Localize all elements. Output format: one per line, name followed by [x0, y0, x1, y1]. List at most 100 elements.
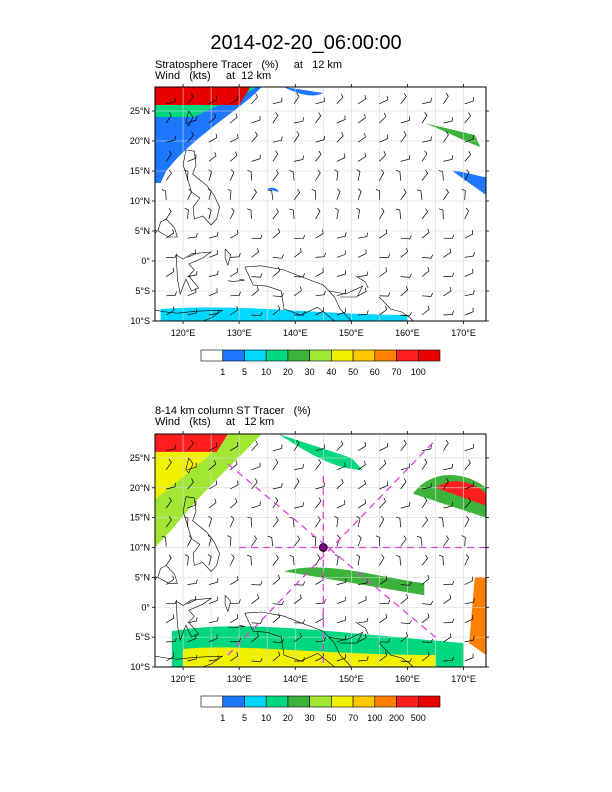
panel1-wind-barb [293, 92, 300, 104]
panel1-wind-barb [400, 273, 412, 278]
panel1-colorbar-label: 70 [392, 367, 402, 377]
cross-section-line [227, 439, 436, 656]
panel1-wind-barb [315, 229, 324, 239]
panel2-wind-barb [357, 479, 366, 490]
panel2-wind-barb [400, 535, 407, 547]
panel1-wind-barb [315, 290, 326, 297]
panel2-coastline [157, 565, 178, 584]
panel2-wind-barb [294, 464, 304, 471]
panel2-subtitle-1: 8-14 km column ST Tracer (%) [155, 405, 311, 417]
panel1-wind-barb [166, 229, 174, 239]
panel2-wind-barb [400, 501, 411, 509]
panel2-wind-barb [165, 458, 172, 470]
panel1-wind-barb [208, 169, 213, 181]
panel1-frame [154, 86, 487, 322]
panel2-wind-barb [443, 594, 452, 604]
panel1-wind-barb [379, 134, 389, 143]
figure-title: 2014-02-20_06:00:00 [210, 32, 402, 54]
panel2-wind-barb [336, 654, 346, 662]
panel1-colorbar-box [287, 349, 310, 362]
panel2-tracer-region [469, 577, 486, 656]
panel2-tracer-region [435, 481, 486, 506]
panel1-wind-barb [272, 136, 283, 143]
panel1-wind-barb [187, 270, 198, 277]
panel2-lat-label: 5°S [135, 632, 150, 642]
panel1-wind-barb [166, 253, 177, 258]
panel2-wind-barb [293, 594, 302, 604]
panel1-wind-barb [357, 133, 366, 143]
panel2-wind-barb [400, 478, 407, 490]
panel1-wind-barb [230, 291, 241, 297]
panel2-colorbar-box [417, 695, 441, 708]
panel2-wind-barb [443, 656, 454, 662]
panel2-wind-barb [315, 636, 326, 643]
panel1-coastline [185, 110, 194, 127]
panel1-wind-barb [421, 254, 434, 259]
panel1-coastline [227, 278, 245, 282]
panel2-wind-barb [165, 554, 172, 566]
panel1-wind-barb [187, 308, 198, 316]
panel2-wind-barb [187, 579, 198, 585]
panel1-wind-barb [184, 207, 189, 220]
panel1-coastline [379, 296, 414, 321]
panel2-colorbar-label: 100 [367, 713, 382, 723]
panel2-wind-barb [272, 600, 284, 605]
panel1-lat-label: 5°N [135, 226, 150, 236]
panel2-wind-barb [165, 516, 172, 528]
panel2-wind-barb [421, 483, 432, 490]
panel2-wind-barb [208, 498, 217, 509]
panel2-wind-barb [272, 639, 284, 644]
panel1-wind-barb [207, 188, 212, 200]
panel1-colorbar-label: 10 [261, 367, 271, 377]
panel1-wind-barb [207, 207, 212, 220]
panel1-wind-barb [272, 292, 284, 298]
panel1-wind-barb [379, 151, 387, 162]
panel1-lon-label: 160°E [395, 328, 420, 338]
panel1-map-area [155, 87, 486, 321]
panel2-wind-barb [267, 536, 274, 547]
panel2-wind-barb [357, 633, 367, 643]
panel2-wind-barb [272, 651, 281, 662]
panel1-wind-barb [230, 267, 239, 277]
panel2-lon-label: 150°E [339, 674, 364, 684]
panel2-tracer-region [284, 567, 425, 596]
panel1-lon-label: 120°E [171, 328, 196, 338]
panel1-colorbar-label: 20 [283, 367, 293, 377]
panel2-wind-barb [336, 440, 344, 451]
panel1-wind-barb [229, 169, 235, 181]
panel2-wind-barb [464, 497, 472, 509]
panel2-colorbar-label: 200 [389, 713, 404, 723]
panel1-wind-barb [421, 228, 430, 239]
panel2-lat-label: 10°N [130, 543, 150, 553]
panel2-wind-barb [294, 581, 306, 586]
panel2-wind-barb [187, 617, 198, 624]
panel1-wind-barb [336, 132, 344, 143]
panel2-wind-barb [272, 458, 279, 470]
panel1-wind-barb [356, 207, 360, 220]
panel1-wind-barb [336, 115, 346, 124]
panel1-wind-barb [396, 170, 402, 181]
panel1-colorbar-box [244, 349, 267, 362]
panel1-wind-barb [311, 189, 316, 200]
panel2-wind-barb [246, 554, 252, 566]
panel2-wind-barb [165, 497, 172, 509]
panel2-wind-barb [396, 516, 402, 528]
panel1-wind-barb [400, 235, 412, 240]
panel2-wind-barb [379, 575, 388, 585]
panel2-wind-barb [464, 636, 475, 643]
panel1-colorbar-box [222, 349, 245, 362]
panel1-wind-barb [272, 254, 284, 259]
panel1-wind-barb [356, 169, 361, 181]
panel1-wind-barb [272, 208, 279, 220]
panel1-wind-barb [272, 228, 281, 239]
panel1-lat-label: 20°N [130, 136, 150, 146]
panel1-wind-barb [379, 229, 388, 239]
panel1-wind-barb [443, 188, 449, 200]
panel1-wind-barb [336, 153, 346, 162]
panel1-lat-label: 25°N [130, 106, 150, 116]
panel1-wind-barb [464, 169, 470, 181]
panel1-colorbar-box [352, 349, 376, 362]
panel1-wind-barb [421, 136, 432, 143]
panel2-coastline [176, 597, 213, 642]
